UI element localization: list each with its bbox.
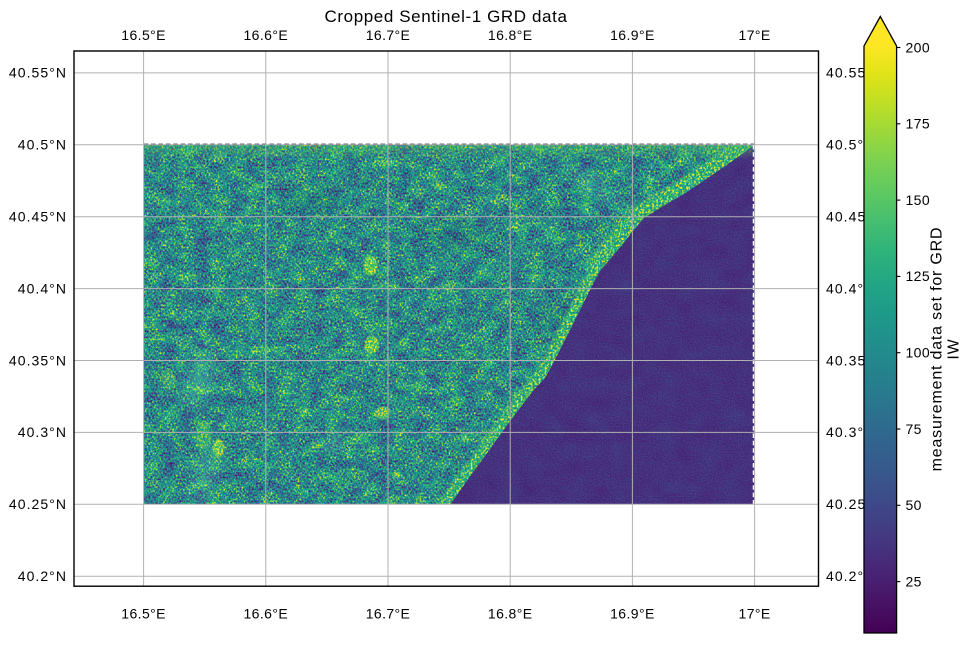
svg-text:16.6°E: 16.6°E <box>244 606 289 622</box>
svg-text:16.9°E: 16.9°E <box>610 606 655 622</box>
svg-text:40.4°N: 40.4°N <box>18 280 67 296</box>
svg-text:200: 200 <box>906 39 931 55</box>
svg-text:16.9°E: 16.9°E <box>610 27 655 43</box>
svg-text:16.8°E: 16.8°E <box>488 27 533 43</box>
svg-text:40.45°N: 40.45°N <box>9 209 67 225</box>
svg-text:16.5°E: 16.5°E <box>121 27 166 43</box>
svg-text:40.35°N: 40.35°N <box>9 352 67 368</box>
svg-text:40.55°N: 40.55°N <box>826 65 884 81</box>
svg-text:75: 75 <box>906 421 922 437</box>
svg-text:40.3°N: 40.3°N <box>826 424 875 440</box>
svg-text:40.3°N: 40.3°N <box>18 424 67 440</box>
svg-text:16.5°E: 16.5°E <box>121 606 166 622</box>
svg-text:50: 50 <box>906 497 922 513</box>
svg-text:40.4°N: 40.4°N <box>826 280 875 296</box>
svg-text:40.35°N: 40.35°N <box>826 352 884 368</box>
svg-text:40.5°N: 40.5°N <box>18 137 67 153</box>
svg-text:40.25°N: 40.25°N <box>9 496 67 512</box>
svg-text:16.7°E: 16.7°E <box>366 27 411 43</box>
svg-text:17°E: 17°E <box>739 27 771 43</box>
svg-text:IW: IW <box>946 338 963 359</box>
svg-text:25: 25 <box>906 573 922 589</box>
svg-text:40.45°N: 40.45°N <box>826 209 884 225</box>
svg-text:125: 125 <box>906 268 931 284</box>
svg-text:16.8°E: 16.8°E <box>488 606 533 622</box>
svg-text:40.55°N: 40.55°N <box>9 65 67 81</box>
svg-text:Cropped Sentinel-1 GRD data: Cropped Sentinel-1 GRD data <box>325 7 568 26</box>
svg-text:16.7°E: 16.7°E <box>366 606 411 622</box>
svg-text:40.2°N: 40.2°N <box>826 568 875 584</box>
svg-text:measurement data set for GRD: measurement data set for GRD <box>929 227 946 472</box>
svg-text:40.2°N: 40.2°N <box>18 568 67 584</box>
svg-text:100: 100 <box>906 345 931 361</box>
svg-text:16.6°E: 16.6°E <box>244 27 289 43</box>
svg-text:175: 175 <box>906 116 931 132</box>
svg-text:17°E: 17°E <box>739 606 771 622</box>
svg-text:40.25°N: 40.25°N <box>826 496 884 512</box>
svg-text:40.5°N: 40.5°N <box>826 137 875 153</box>
svg-text:150: 150 <box>906 192 931 208</box>
